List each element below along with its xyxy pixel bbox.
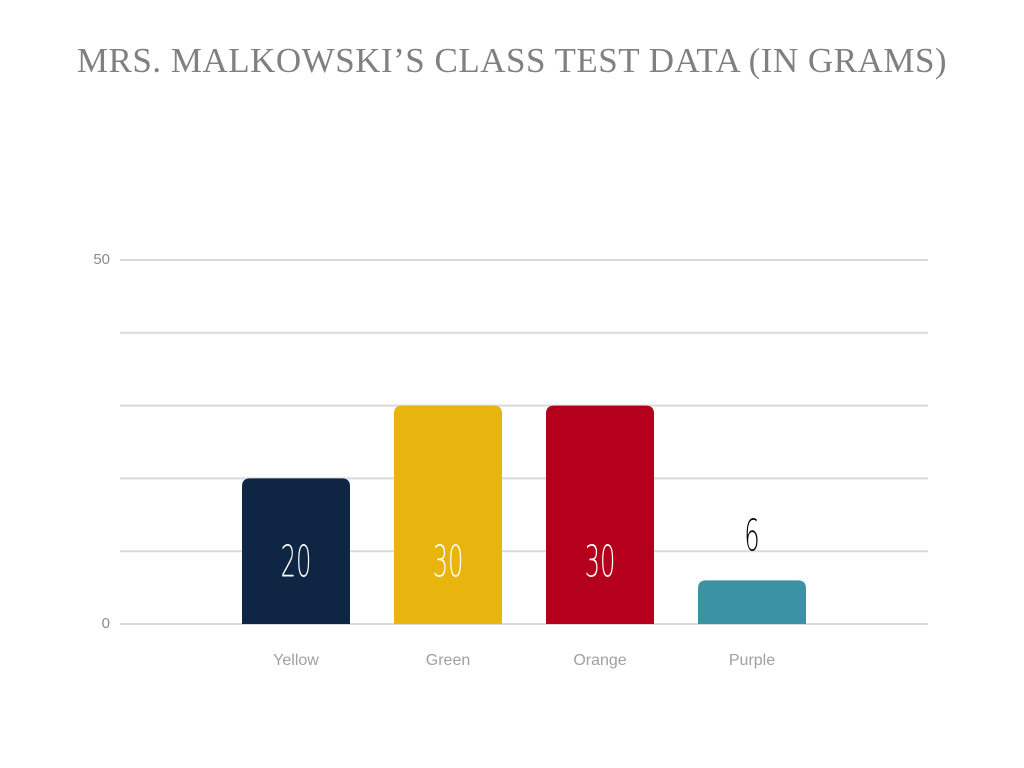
bar (242, 478, 350, 624)
data-label: 6 (744, 511, 759, 562)
chart-title: MRS. MALKOWSKI’S CLASS TEST DATA (IN GRA… (77, 41, 947, 80)
x-tick-label: Yellow (273, 652, 319, 669)
y-tick-label: 0 (102, 615, 110, 632)
data-label: 30 (433, 537, 464, 588)
x-tick-label: Orange (573, 652, 626, 669)
x-tick-label: Green (426, 652, 470, 669)
data-label: 30 (585, 537, 616, 588)
data-label: 20 (281, 537, 312, 588)
bar (546, 405, 654, 624)
bar (394, 405, 502, 624)
y-tick-label: 50 (93, 251, 110, 268)
bar (698, 580, 806, 624)
x-tick-label: Purple (729, 652, 775, 669)
